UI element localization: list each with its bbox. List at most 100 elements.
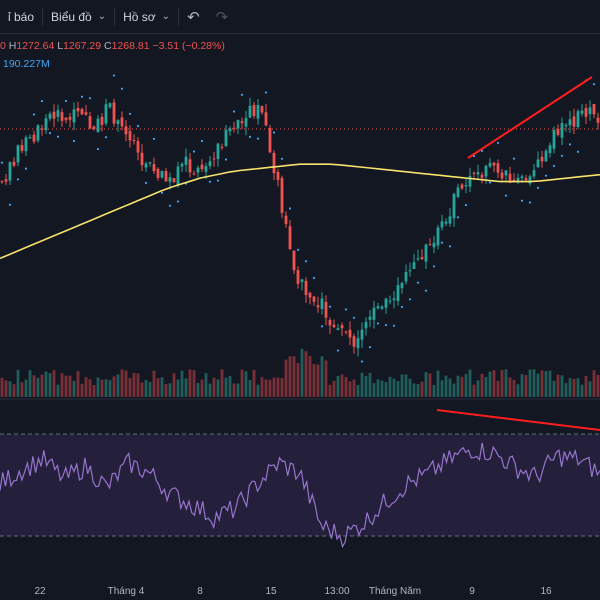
candle-body — [540, 156, 544, 162]
candle-body — [544, 150, 548, 162]
candle-body — [444, 221, 448, 224]
volume-bar — [588, 381, 592, 397]
candle-body — [328, 320, 332, 326]
candle-body — [120, 117, 124, 127]
volume-bar — [296, 362, 300, 397]
sar-dot — [592, 83, 596, 86]
candle-body — [320, 298, 324, 310]
candle-body — [484, 165, 488, 177]
volume-bar — [304, 351, 308, 397]
price-trendline[interactable] — [467, 76, 593, 159]
candle-body — [20, 145, 24, 151]
sar-dot — [376, 322, 380, 325]
x-tick-label: 9 — [469, 586, 475, 597]
candle-body — [252, 104, 256, 117]
sar-dot — [160, 191, 164, 194]
volume-bar — [456, 375, 460, 397]
volume-bar — [408, 378, 412, 397]
volume-bar — [132, 372, 136, 397]
volume-bar — [252, 369, 256, 397]
volume-bar — [544, 371, 548, 397]
volume-bar — [552, 381, 556, 397]
sar-dot — [40, 99, 44, 103]
volume-bar — [200, 379, 204, 397]
candle-body — [128, 130, 132, 141]
candle-body — [460, 184, 464, 189]
candle-body — [324, 301, 328, 318]
volume-bar — [576, 378, 580, 397]
candle-body — [492, 162, 496, 166]
volume-bar — [100, 379, 104, 397]
profile-menu-button[interactable]: Hồ sơ ⌄ — [115, 0, 178, 33]
candle-body — [564, 125, 568, 127]
volume-bar — [384, 382, 388, 397]
volume-bar — [496, 380, 500, 397]
sar-dot — [248, 135, 252, 138]
sar-dot — [120, 87, 124, 90]
volume-bar — [364, 376, 368, 397]
sar-dot — [328, 305, 332, 308]
candle-body — [176, 166, 180, 186]
candle-body — [524, 178, 528, 181]
volume-bar — [368, 373, 372, 397]
sar-dot — [152, 137, 156, 140]
candle-body — [456, 187, 460, 197]
sar-dot — [144, 181, 148, 185]
volume-bar — [568, 378, 572, 397]
candle-body — [572, 116, 576, 127]
candle-body — [552, 129, 556, 149]
candle-body — [28, 137, 32, 139]
candle-body — [528, 176, 532, 184]
volume-bar — [96, 377, 100, 397]
candle-body — [428, 244, 432, 246]
candle-body — [212, 158, 216, 160]
candle-body — [52, 111, 56, 119]
volume-bar — [208, 383, 212, 397]
volume-bar — [112, 376, 116, 397]
toolbar-divider — [178, 7, 180, 26]
volume-bar — [84, 377, 88, 397]
volume-bar — [416, 384, 420, 397]
rsi-trendline[interactable] — [436, 409, 600, 431]
volume-bar — [284, 359, 288, 397]
candle-body — [136, 141, 140, 153]
volume-bar — [580, 384, 584, 397]
candle-body — [244, 118, 248, 127]
candle-body — [504, 170, 508, 176]
volume-bar — [264, 379, 268, 397]
candle-body — [300, 279, 304, 283]
sar-dot — [16, 178, 20, 181]
volume-bar — [328, 384, 332, 397]
candle-body — [12, 161, 16, 166]
candle-body — [348, 329, 352, 338]
redo-button[interactable]: ↷ — [208, 0, 237, 33]
chevron-down-icon: ⌄ — [97, 11, 107, 22]
alerts-button[interactable]: ỉ báo — [0, 0, 42, 33]
sar-dot — [208, 180, 212, 183]
volume-bar — [248, 380, 252, 397]
candle-body — [548, 145, 552, 153]
volume-bar — [280, 378, 284, 397]
candle-body — [336, 328, 340, 330]
undo-button[interactable]: ↶ — [179, 0, 208, 33]
candle-body — [208, 161, 212, 166]
volume-bar — [156, 378, 160, 397]
candle-body — [408, 270, 412, 272]
volume-bar — [236, 383, 240, 397]
volume-bar — [232, 383, 236, 397]
candle-body — [516, 177, 520, 182]
chart-menu-button[interactable]: Biểu đồ ⌄ — [43, 0, 114, 33]
candle-body — [560, 123, 564, 138]
volume-bar — [500, 369, 504, 397]
candle-body — [56, 110, 60, 117]
volume-bar — [144, 379, 148, 397]
volume-bar — [376, 379, 380, 397]
candle-body — [144, 163, 148, 168]
volume-bar — [160, 377, 164, 397]
volume-bar — [288, 356, 292, 397]
parabolic-sar — [0, 74, 596, 363]
sar-dot — [496, 141, 500, 144]
rsi-line — [0, 442, 600, 549]
sar-dot — [136, 124, 140, 128]
